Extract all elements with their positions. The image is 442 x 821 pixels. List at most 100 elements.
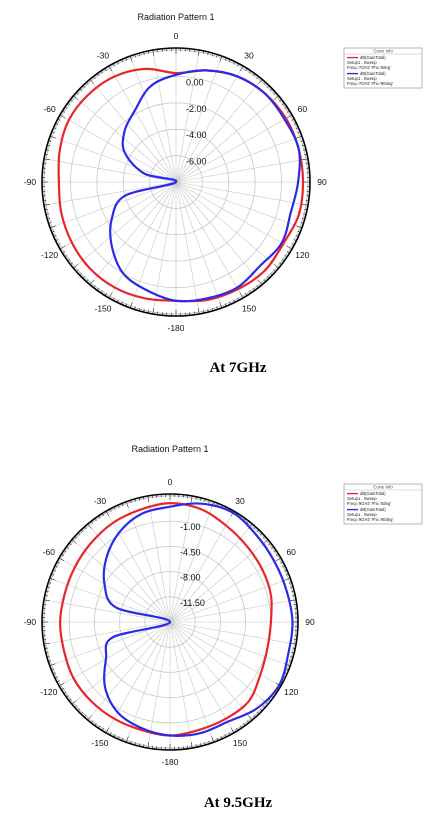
legend-entry-text: Freq='7GHz' Phi='0deg': [347, 65, 391, 70]
grid-spoke: [175, 136, 301, 183]
legend-entry-text: Setup1 : Sweep: [347, 60, 377, 65]
angle-tick: [303, 213, 307, 215]
angle-tick: [86, 82, 89, 85]
grid-spoke: [169, 621, 252, 719]
angle-tick: [90, 520, 94, 524]
angle-tick: [152, 49, 155, 56]
angle-tick: [266, 85, 270, 88]
grid-spoke: [175, 158, 307, 183]
angle-tick: [284, 106, 288, 109]
angle-tick: [44, 647, 48, 649]
angle-label: -90: [24, 617, 37, 627]
legend-box: [343, 47, 423, 89]
angle-label: 120: [295, 250, 309, 260]
angle-tick: [273, 264, 279, 269]
grid-spoke: [90, 80, 177, 183]
grid-spoke: [169, 558, 280, 623]
legend-entry-text: dB(GainTotal): [360, 507, 386, 512]
angle-tick: [121, 59, 123, 63]
grid-spoke: [73, 621, 171, 704]
angle-label: -60: [43, 547, 56, 557]
angle-tick: [270, 272, 273, 276]
angle-tick: [219, 56, 223, 62]
angle-tick: [297, 230, 301, 233]
angle-tick: [121, 737, 124, 741]
angle-tick: [68, 698, 72, 701]
angle-tick: [252, 73, 256, 77]
angle-tick: [76, 269, 79, 272]
angle-tick: [291, 651, 295, 654]
angle-tick: [259, 708, 263, 712]
angle-tick: [101, 513, 105, 517]
angle-tick: [300, 222, 304, 224]
angle-tick: [297, 131, 301, 134]
angle-tick: [96, 73, 100, 77]
angle-tick: [197, 49, 200, 56]
angle-tick: [54, 676, 58, 679]
angle-tick: [94, 722, 97, 726]
grid-spoke: [61, 115, 177, 183]
radial-label: -8.00: [180, 573, 201, 583]
angle-tick: [134, 742, 136, 746]
grid-spoke: [175, 57, 222, 183]
grid-spoke: [175, 181, 262, 284]
legend-entry-text: Freq='9GHz' Phi='90deg': [347, 517, 393, 522]
grid-spoke: [51, 181, 177, 228]
angle-tick: [195, 496, 197, 500]
angle-tick: [301, 217, 305, 220]
grid-spoke: [147, 497, 171, 623]
angle-tick: [292, 595, 296, 597]
angle-tick: [49, 663, 56, 667]
angle-tick: [235, 727, 239, 731]
angle-tick: [147, 742, 150, 749]
angle-tick: [61, 687, 65, 691]
angle-tick: [105, 727, 110, 734]
grid-spoke: [175, 115, 291, 183]
angle-tick: [211, 307, 214, 311]
angle-label: -90: [24, 177, 37, 187]
angle-tick: [64, 255, 68, 258]
angle-tick: [125, 303, 128, 307]
angle-tick: [258, 279, 263, 285]
angle-tick: [77, 532, 81, 536]
angle-tick: [249, 290, 252, 294]
angle-tick: [68, 543, 72, 546]
angle-tick: [93, 285, 96, 288]
angle-tick: [44, 208, 48, 211]
grid-spoke: [175, 181, 278, 268]
angle-tick: [64, 106, 68, 109]
angle-tick: [224, 734, 227, 738]
angle-tick: [295, 235, 299, 237]
angle-label: 150: [242, 303, 256, 313]
angle-tick: [108, 292, 113, 299]
angle-tick: [89, 279, 94, 285]
angle-tick: [82, 276, 86, 279]
angle-tick: [224, 303, 227, 307]
angle-tick: [273, 92, 276, 95]
angle-tick: [43, 642, 50, 645]
angle-tick: [74, 536, 78, 539]
angle-tick: [195, 744, 197, 748]
angle-tick: [46, 586, 50, 588]
angle-tick: [53, 235, 57, 237]
angle-tick: [56, 561, 60, 564]
angle-tick: [293, 123, 297, 125]
radial-label: 0.00: [186, 77, 204, 87]
angle-label: -30: [94, 496, 107, 506]
angle-label: 90: [305, 617, 315, 627]
grid-spoke: [169, 621, 193, 747]
angle-tick: [263, 82, 266, 85]
grid-spoke: [109, 181, 177, 297]
chart-title: Radiation Pattern 1: [137, 12, 214, 22]
angle-tick: [76, 92, 79, 95]
angle-tick: [104, 68, 107, 72]
angle-label: 0: [168, 477, 173, 487]
angle-tick: [45, 590, 49, 593]
angle-tick: [80, 529, 84, 533]
angle-tick: [100, 290, 103, 294]
angle-tick: [263, 539, 269, 544]
figure-caption: At 9.5GHz: [204, 795, 273, 811]
grid-spoke: [175, 181, 200, 313]
angle-tick: [112, 297, 115, 301]
